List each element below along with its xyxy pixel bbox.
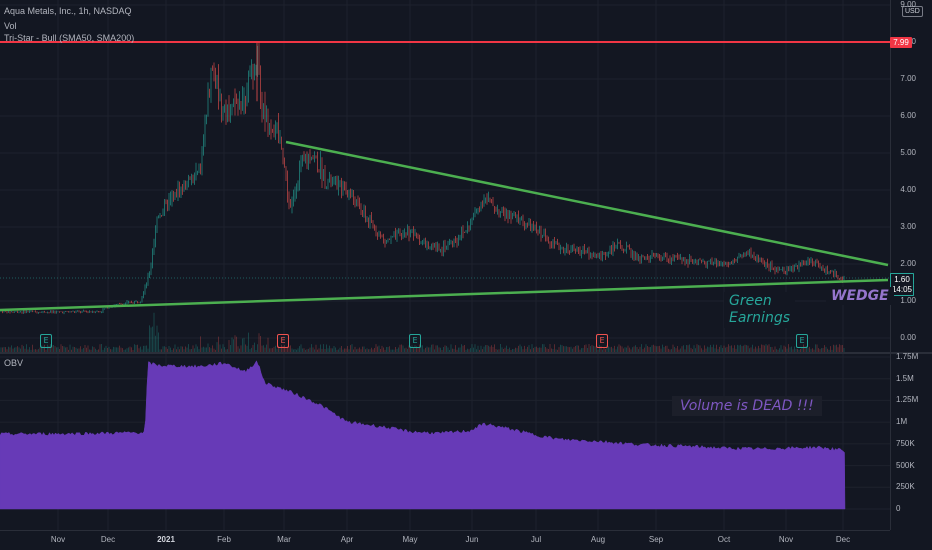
price-tick: 6.00 xyxy=(900,111,916,120)
time-tick: Nov xyxy=(778,535,794,544)
time-tick: Sep xyxy=(648,535,664,544)
earnings-marker[interactable]: E xyxy=(409,334,421,348)
green-earnings-note: Green Earnings xyxy=(724,292,795,328)
currency-button[interactable]: USD xyxy=(902,6,923,17)
obv-tick: 1.25M xyxy=(896,395,919,405)
time-tick: Dec xyxy=(835,535,851,544)
current-price-badge: 1.60 xyxy=(890,273,914,285)
time-tick: Mar xyxy=(277,535,291,544)
indicator-legend[interactable]: Tri-Star - Bull (SMA50, SMA200) xyxy=(4,33,135,43)
wedge-note: WEDGE xyxy=(826,287,894,305)
price-tick: 7.00 xyxy=(900,74,916,83)
price-candles xyxy=(0,42,845,315)
time-tick: Jul xyxy=(530,535,542,544)
green-earnings-line-1: Green xyxy=(729,293,772,309)
obv-tick: 0 xyxy=(896,504,901,513)
time-tick: Nov xyxy=(50,535,66,544)
obv-tick: 750K xyxy=(896,438,915,448)
volume-bars xyxy=(0,312,845,352)
obv-area xyxy=(0,360,846,510)
green-earnings-line-2: Earnings xyxy=(729,310,790,326)
obv-tick: 1.75M xyxy=(896,352,919,361)
time-tick: Feb xyxy=(217,535,231,544)
wedge-lower-line xyxy=(0,278,889,312)
obv-tick: 500K xyxy=(896,460,915,470)
price-axis-border xyxy=(890,0,891,530)
obv-tick: 1M xyxy=(896,417,908,427)
price-tick: 3.00 xyxy=(900,222,916,231)
time-tick: 2021 xyxy=(157,535,175,544)
volume-dead-note: Volume is DEAD !!! xyxy=(672,396,822,416)
earnings-marker[interactable]: E xyxy=(40,334,52,348)
earnings-marker[interactable]: E xyxy=(796,334,808,348)
earnings-marker[interactable]: E xyxy=(596,334,608,348)
price-tick: 4.00 xyxy=(900,185,916,194)
time-axis-border xyxy=(0,530,890,531)
time-tick: Aug xyxy=(590,535,606,544)
obv-legend[interactable]: OBV xyxy=(4,358,24,368)
time-tick: May xyxy=(402,535,418,544)
price-tick: 0.00 xyxy=(900,333,916,342)
pane-separator[interactable] xyxy=(0,352,932,354)
time-tick: Oct xyxy=(717,535,731,544)
obv-chart[interactable] xyxy=(0,354,890,530)
price-tick: 9.00 xyxy=(900,0,916,9)
time-tick: Dec xyxy=(100,535,116,544)
wedge-upper-line xyxy=(285,140,889,267)
price-tick: 1.00 xyxy=(900,296,916,305)
earnings-marker[interactable]: E xyxy=(277,334,289,348)
volume-legend[interactable]: Vol xyxy=(4,21,17,31)
time-tick: Jun xyxy=(465,535,479,544)
obv-tick: 250K xyxy=(896,482,915,492)
symbol-title[interactable]: Aqua Metals, Inc., 1h, NASDAQ xyxy=(4,6,132,16)
price-tick: 2.00 xyxy=(900,259,916,268)
obv-tick: 1.5M xyxy=(896,373,914,383)
resistance-price-badge: 7.99 xyxy=(890,37,912,48)
price-tick: 5.00 xyxy=(900,148,916,157)
time-tick: Apr xyxy=(340,535,354,544)
